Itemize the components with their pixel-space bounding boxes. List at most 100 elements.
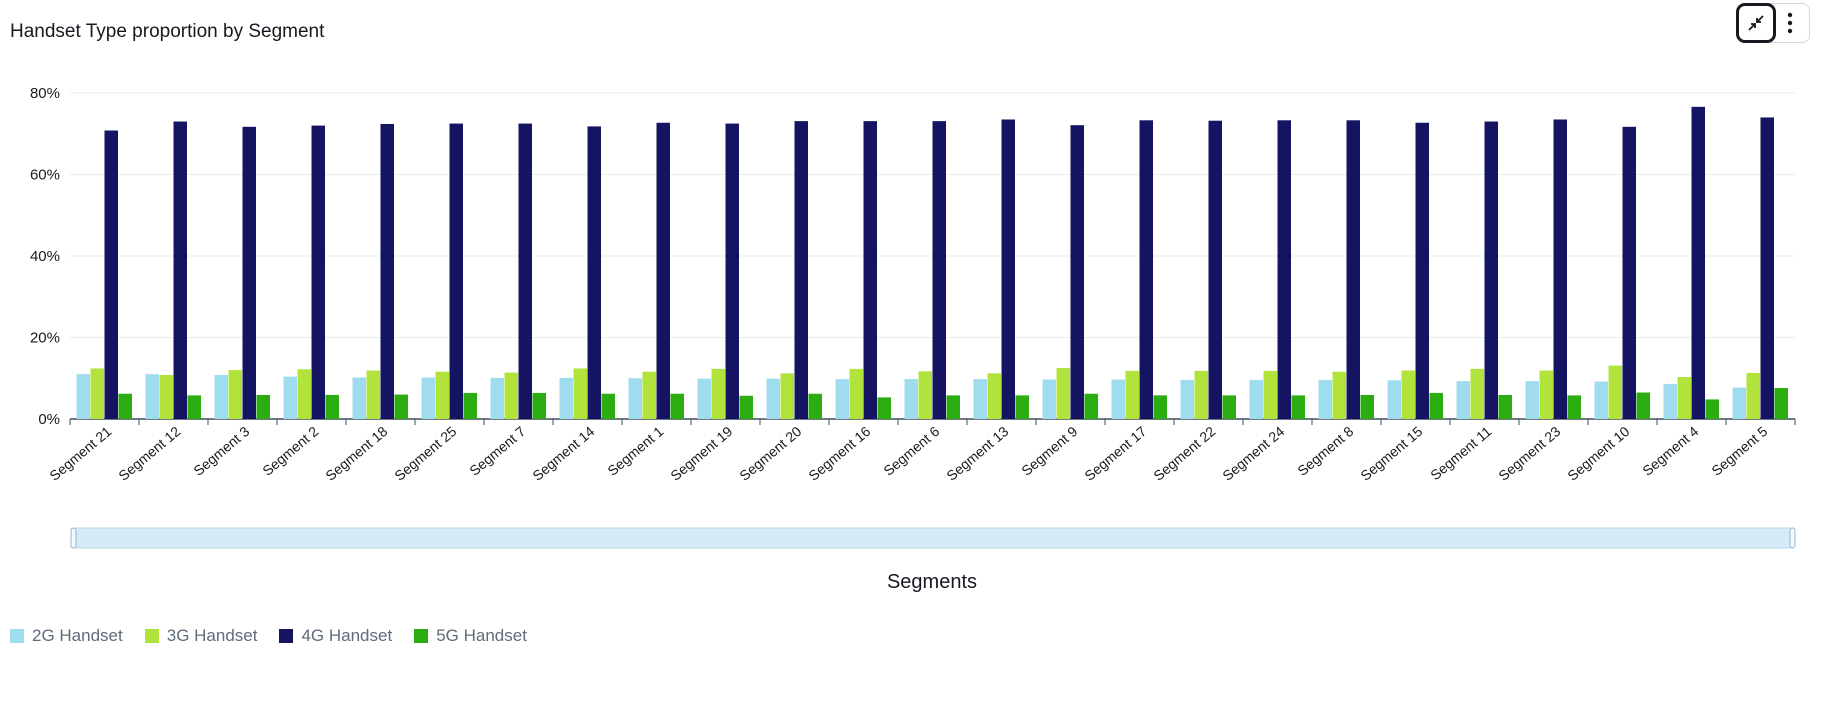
x-tick-label: Segment 13 [943,423,1011,484]
legend-item[interactable]: 5G Handset [414,626,527,646]
bar [1677,377,1691,419]
bar [490,377,504,419]
bar [1456,381,1470,419]
legend-item[interactable]: 2G Handset [10,626,123,646]
bar [228,370,242,419]
bar [1401,370,1415,419]
bar [1111,379,1125,419]
x-tick-label: Segment 2 [259,423,321,479]
bar [1056,368,1070,419]
bar [421,377,435,419]
bar [1415,122,1429,419]
bar [1525,381,1539,419]
bar [1663,383,1677,419]
bar [1691,106,1705,419]
bar [76,374,90,419]
bar [297,369,311,419]
bar [725,123,739,419]
range-scrollbar [72,527,1794,549]
bar [173,121,187,420]
bar [1732,387,1746,419]
bar [366,370,380,419]
bar [1470,368,1484,419]
legend-swatch [10,629,24,643]
bar [656,122,670,419]
bar [1222,395,1236,419]
bar [1139,120,1153,420]
bar [90,368,104,419]
x-tick-label: Segment 20 [736,423,804,484]
bar [642,371,656,419]
y-tick-label: 60% [30,167,60,184]
y-tick-label: 20% [30,330,60,347]
bar [1360,394,1374,419]
bar [1539,370,1553,419]
bar [435,371,449,419]
bar [877,397,891,419]
bar [946,395,960,419]
bar [187,395,201,419]
bar [628,378,642,419]
bar [573,368,587,419]
more-options-button[interactable] [1770,3,1810,43]
bar [1125,370,1139,419]
bar [463,392,477,419]
bar [449,123,463,419]
vertical-ellipsis-icon [1787,12,1793,34]
bar [1567,395,1581,419]
bar [1070,125,1084,419]
bar [104,130,118,420]
legend-item[interactable]: 4G Handset [279,626,392,646]
bar [780,373,794,419]
bar [766,378,780,419]
bar [794,121,808,420]
bar [1346,120,1360,420]
x-tick-label: Segment 12 [115,423,183,484]
legend-swatch [144,629,159,643]
bar [1153,395,1167,419]
bar [918,371,932,419]
bar [559,377,573,419]
bar-chart: 0%20%40%60%80%Segment 21 Segment 12 Segmen… [30,85,1796,593]
x-tick-label: Segment 23 [1495,423,1563,484]
range-handle-right [1789,527,1796,549]
bar [1208,120,1222,420]
bar [394,394,408,419]
bar [835,379,849,419]
chart-title: Handset Type proportion by Segment [10,21,325,42]
x-tick-label: Segment 6 [880,423,942,479]
bar [849,368,863,419]
bar [1774,388,1788,419]
bar [587,126,601,419]
bar [1318,379,1332,419]
bar [1429,392,1443,419]
legend-swatch [279,629,294,643]
bar [380,123,394,419]
x-tick-label: Segment 9 [1018,423,1080,479]
bar [1705,399,1719,419]
bar [739,395,753,419]
bar [1194,370,1208,419]
bar [1277,120,1291,420]
collapse-button[interactable] [1736,3,1776,43]
bar [1760,117,1774,419]
bar [1249,379,1263,419]
legend-item[interactable]: 3G Handset [144,626,257,646]
bar [1084,393,1098,419]
y-tick-label: 80% [30,85,60,102]
x-tick-label: Segment 18 [322,423,390,484]
bar [532,392,546,419]
legend-label: 4G Handset [301,626,393,645]
bar [1608,365,1622,419]
range-handle-left [70,527,77,549]
x-axis-label: Segments [887,571,977,593]
bar [1332,371,1346,419]
bar [670,393,684,419]
bar [1001,119,1015,420]
bar [256,394,270,419]
bar [711,368,725,419]
bar [863,121,877,420]
x-tick-label: Segment 3 [190,423,252,479]
x-tick-label: Segment 25 [391,423,459,484]
x-tick-label: Segment 11 [1427,423,1494,483]
